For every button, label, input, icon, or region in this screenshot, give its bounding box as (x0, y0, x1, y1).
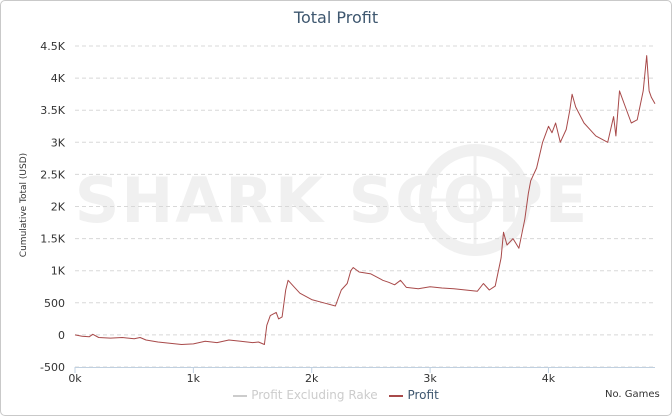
y-tick-labels: -500 0 500 1K 1.5K 2K 2.5K 3K 3.5K 4K 4.5K (40, 40, 66, 374)
series-line-profit (74, 55, 656, 345)
legend: Profit Excluding Rake Profit (0, 388, 672, 402)
y-tick-label: 4K (51, 72, 66, 85)
grid (75, 45, 655, 368)
chart-title: Total Profit (293, 8, 379, 27)
y-tick-label: 1.5K (40, 233, 65, 246)
x-tick-label: 0k (68, 372, 82, 385)
y-tick-label: 4.5K (40, 40, 65, 53)
y-tick-label: 500 (44, 297, 65, 310)
x-axis-title: No. Games (605, 389, 660, 400)
legend-item-profit-excluding-rake[interactable]: Profit Excluding Rake (233, 388, 378, 402)
y-tick-label: 1K (51, 265, 66, 278)
legend-label-profit-excluding-rake: Profit Excluding Rake (251, 388, 378, 402)
legend-swatch-profit-excluding-rake (233, 394, 248, 397)
y-tick-label: -500 (40, 361, 65, 374)
legend-item-profit[interactable]: Profit (389, 388, 439, 402)
axes (74, 367, 655, 373)
y-tick-label: 3.5K (40, 104, 65, 117)
legend-swatch-profit (389, 394, 404, 397)
x-tick-label: 3k (423, 372, 437, 385)
x-tick-label: 1k (187, 372, 201, 385)
x-tick-label: 4k (542, 372, 556, 385)
y-tick-label: 2.5K (40, 168, 65, 181)
legend-label-profit: Profit (407, 388, 439, 402)
watermark: SHARK SCOPE (75, 144, 587, 256)
y-tick-label: 0 (58, 329, 65, 342)
y-tick-label: 2K (51, 201, 66, 214)
y-tick-label: 3K (51, 136, 66, 149)
series-group (74, 55, 656, 345)
x-tick-label: 2k (305, 372, 319, 385)
x-tick-labels: 0k 1k 2k 3k 4k (68, 372, 555, 385)
